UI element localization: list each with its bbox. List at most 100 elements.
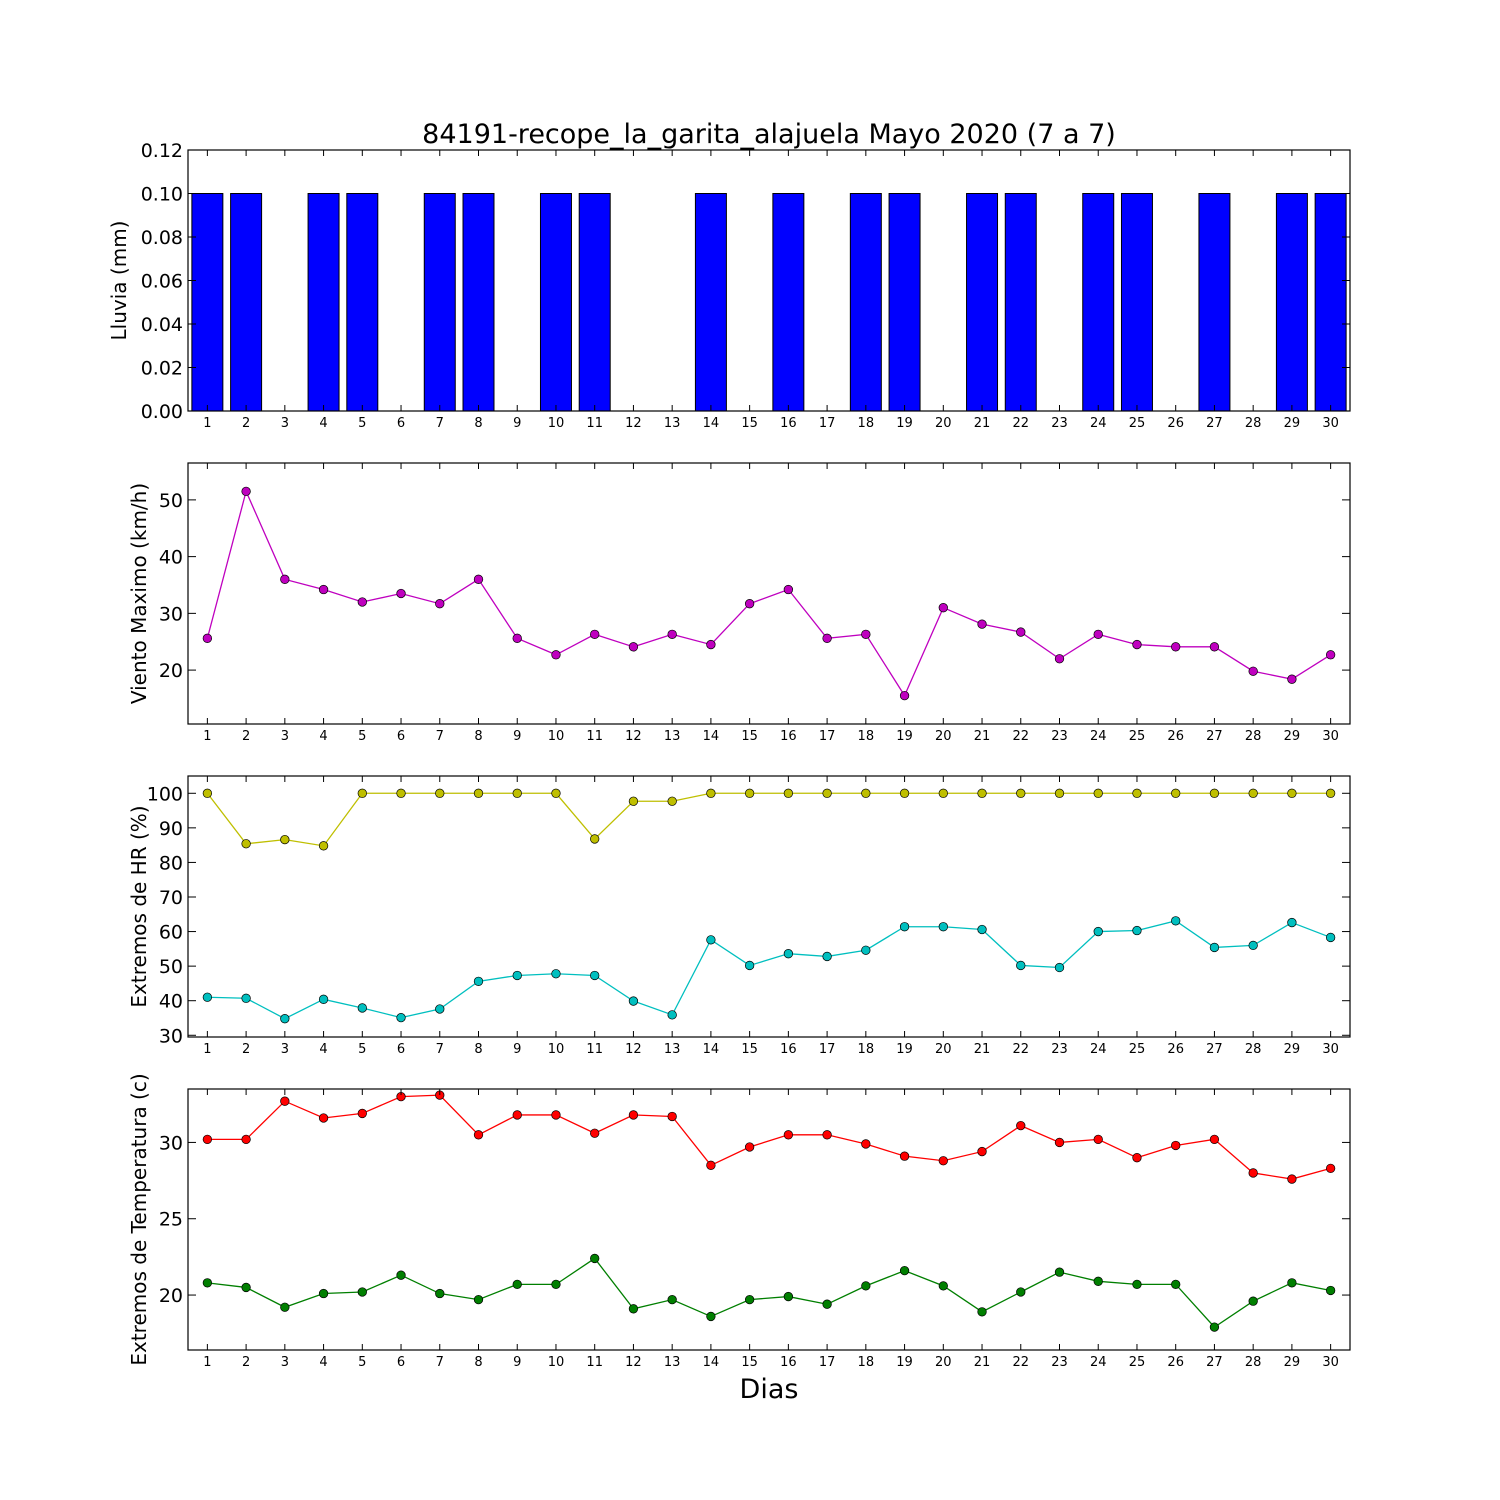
axes-frame: [187, 1088, 1351, 1351]
series-1-point-day-3: [280, 834, 290, 845]
x-tick-label: 30: [1322, 729, 1339, 744]
bar-day-18: [849, 193, 882, 412]
series-1-point-day-27: [1209, 788, 1220, 798]
x-tick-label: 23: [1051, 1355, 1068, 1370]
x-tick-label: 13: [664, 1042, 681, 1057]
series-1-point-day-19: [899, 690, 910, 701]
y-tick-label: 90: [159, 818, 183, 840]
series-1-point-day-18: [861, 1139, 871, 1149]
x-tick-label: 15: [741, 1042, 758, 1057]
x-axis-label: Dias: [740, 1374, 799, 1405]
y-tick-label: 50: [159, 490, 183, 512]
x-tick-label: 27: [1206, 416, 1223, 431]
series-2-point-day-6: [396, 1270, 406, 1280]
x-tick-label: 8: [474, 416, 482, 431]
x-tick-label: 15: [741, 416, 758, 431]
series-2-point-day-6: [396, 1012, 406, 1023]
x-tick-label: 24: [1090, 416, 1107, 431]
x-tick-label: 1: [203, 1042, 211, 1057]
series-1-point-day-1: [202, 633, 213, 643]
series-1-point-day-18: [861, 629, 871, 639]
series-2-point-day-30: [1325, 932, 1336, 943]
x-tick-label: 7: [436, 1355, 444, 1370]
series-1-point-day-6: [396, 788, 406, 798]
bar-day-11: [578, 193, 611, 412]
x-tick-label: 23: [1051, 729, 1068, 744]
y-tick-label: 40: [159, 991, 183, 1013]
x-tick-label: 11: [586, 416, 603, 431]
x-tick-label: 28: [1245, 729, 1262, 744]
series-2-point-day-25: [1132, 925, 1142, 936]
series-1-point-day-8: [473, 574, 484, 584]
bar-day-4: [307, 193, 340, 412]
x-tick-label: 28: [1245, 1042, 1262, 1057]
y-tick-label: 20: [159, 1285, 183, 1307]
x-tick-label: 22: [1012, 729, 1029, 744]
x-tick-label: 9: [513, 729, 521, 744]
x-tick-label: 7: [436, 416, 444, 431]
x-tick-label: 3: [281, 1042, 289, 1057]
series-1-point-day-28: [1248, 1168, 1258, 1178]
series-2-point-day-29: [1287, 917, 1297, 928]
x-tick-label: 11: [586, 729, 603, 744]
y-axis-label: Viento Maximo (km/h): [127, 483, 151, 704]
x-tick-label: 10: [548, 1042, 565, 1057]
x-tick-label: 13: [664, 416, 681, 431]
series-1-point-day-20: [938, 603, 948, 613]
x-tick-label: 21: [974, 1355, 991, 1370]
series-2-point-day-14: [706, 1311, 716, 1322]
series-2-point-day-21: [977, 1307, 987, 1317]
series-2-point-day-5: [357, 1003, 367, 1013]
x-tick-label: 28: [1245, 416, 1262, 431]
x-tick-label: 6: [397, 729, 405, 744]
x-tick-label: 18: [858, 729, 875, 744]
x-tick-label: 15: [741, 1355, 758, 1370]
series-1-point-day-24: [1093, 788, 1103, 798]
x-tick-label: 30: [1322, 416, 1339, 431]
series-line-2: [207, 920, 1331, 1020]
x-tick-label: 3: [281, 1355, 289, 1370]
x-tick-label: 17: [819, 1042, 836, 1057]
series-2-point-day-27: [1209, 1322, 1220, 1332]
y-tick-label: 70: [159, 887, 183, 909]
series-1-point-day-2: [241, 839, 251, 849]
x-tick-label: 30: [1322, 1355, 1339, 1370]
series-1-point-day-25: [1132, 788, 1142, 798]
series-1-point-day-17: [822, 1130, 832, 1140]
series-1-point-day-29: [1287, 788, 1297, 798]
x-tick-label: 22: [1012, 416, 1029, 431]
y-tick-label: 50: [159, 956, 183, 978]
bar-day-14: [694, 193, 727, 412]
x-tick-label: 6: [397, 416, 405, 431]
x-tick-label: 16: [780, 416, 797, 431]
bar-day-7: [423, 193, 456, 412]
series-2-point-day-23: [1054, 962, 1065, 973]
series-line-2: [207, 1257, 1331, 1328]
x-tick-label: 27: [1206, 1042, 1223, 1057]
x-tick-label: 10: [548, 729, 565, 744]
x-tick-label: 1: [203, 416, 211, 431]
chart-title: 84191-recope_la_garita_alajuela Mayo 202…: [422, 119, 1116, 150]
series-2-point-day-22: [1016, 960, 1026, 971]
series-1-point-day-11: [590, 1128, 600, 1138]
bar-day-30: [1314, 193, 1347, 412]
bar-day-5: [346, 193, 379, 412]
x-tick-label: 16: [780, 1355, 797, 1370]
x-tick-label: 4: [319, 729, 327, 744]
x-tick-label: 10: [548, 416, 565, 431]
x-tick-label: 14: [703, 416, 720, 431]
x-tick-label: 8: [474, 1042, 482, 1057]
series-2-point-day-3: [280, 1014, 290, 1024]
series-1-point-day-30: [1325, 788, 1336, 798]
series-2-point-day-9: [512, 1279, 522, 1290]
x-tick-label: 24: [1090, 1355, 1107, 1370]
x-tick-label: 18: [858, 1042, 875, 1057]
y-tick-label: 0.00: [141, 401, 183, 423]
series-1-point-day-24: [1093, 1134, 1103, 1145]
series-2-point-day-22: [1016, 1287, 1026, 1297]
series-1-point-day-23: [1054, 1137, 1065, 1148]
series-1-point-day-22: [1016, 627, 1026, 637]
series-2-point-day-15: [744, 1294, 755, 1305]
bar-day-21: [966, 193, 999, 412]
